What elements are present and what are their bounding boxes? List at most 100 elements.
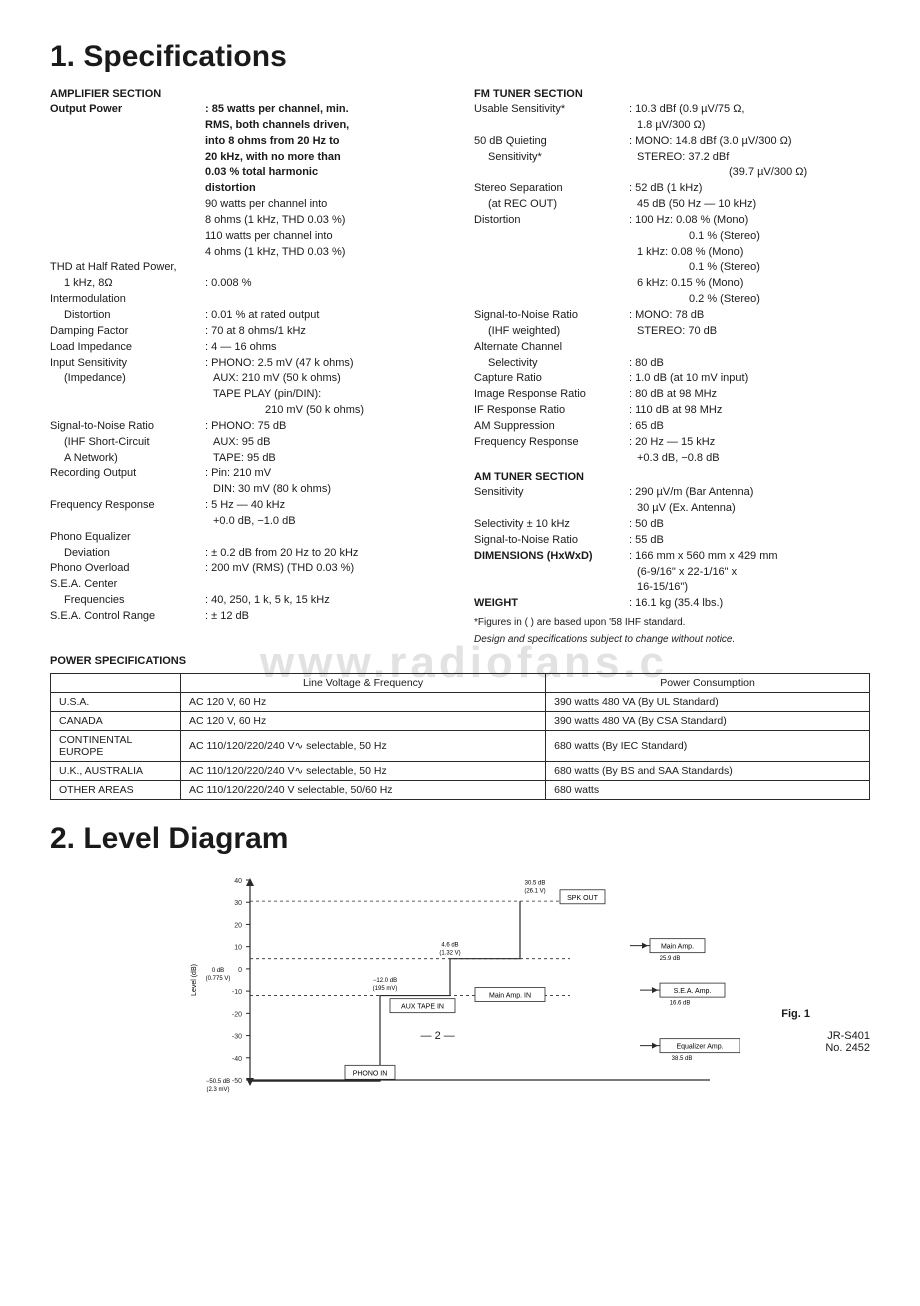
ss-v1: : 52 dB (1 kHz) — [629, 181, 870, 196]
out-pow-e1: 8 ohms (1 kHz, THD 0.03 %) — [205, 213, 446, 228]
ams-v: : 65 dB — [629, 419, 870, 434]
imd-val: : 0.01 % at rated output — [205, 308, 446, 323]
svg-text:-20: -20 — [232, 1011, 242, 1018]
ams-l: AM Suppression — [474, 419, 629, 434]
svg-text:(1.32 V): (1.32 V) — [439, 951, 460, 957]
table-cell: U.S.A. — [51, 693, 181, 712]
table-cell: 390 watts 480 VA (By CSA Standard) — [546, 712, 870, 731]
svg-text:−12.0 dB: −12.0 dB — [373, 978, 397, 984]
po-v: : 200 mV (RMS) (THD 0.03 %) — [205, 561, 446, 576]
fm-header: FM TUNER SECTION — [474, 88, 870, 100]
q50-v1: : MONO: 14.8 dBf (3.0 µV/300 Ω) — [629, 134, 870, 149]
is-ph: : PHONO: 2.5 mV (47 k ohms) — [205, 356, 446, 371]
snr-l1: Signal-to-Noise Ratio — [50, 419, 205, 434]
asel-l: Selectivity ± 10 kHz — [474, 517, 629, 532]
spec-columns: AMPLIFIER SECTION Output Power : 85 watt… — [50, 86, 870, 645]
is-l1: Input Sensitivity — [50, 356, 205, 371]
svg-text:25.9 dB: 25.9 dB — [660, 956, 681, 962]
amp-header: AMPLIFIER SECTION — [50, 88, 446, 100]
power-th-volt: Line Voltage & Frequency — [181, 674, 546, 693]
footnote2: Design and specifications subject to cha… — [474, 634, 870, 645]
us-l: Usable Sensitivity* — [474, 102, 629, 117]
snr-tp: TAPE: 95 dB — [205, 451, 446, 466]
footnote1: *Figures in ( ) are based upon '58 IHF s… — [474, 617, 870, 628]
dim-v2: (6-9/16" x 22-1/16" x — [629, 565, 870, 580]
scr-v: : ± 12 dB — [205, 609, 446, 624]
power-th-cons: Power Consumption — [546, 674, 870, 693]
cr-v: : 1.0 dB (at 10 mV input) — [629, 371, 870, 386]
fr-l: Frequency Response — [50, 498, 205, 513]
svg-text:-40: -40 — [232, 1056, 242, 1063]
imd-l1: Intermodulation — [50, 292, 205, 307]
table-cell: OTHER AREAS — [51, 781, 181, 800]
table-cell: AC 110/120/220/240 V∿ selectable, 50 Hz — [181, 731, 546, 762]
is-l2: (Impedance) — [50, 371, 205, 386]
svg-text:38.5 dB: 38.5 dB — [672, 1056, 693, 1062]
thd-val: : 0.008 % — [205, 276, 446, 291]
q50-l2: Sensitivity* — [474, 150, 629, 165]
svg-text:(2.3 mV): (2.3 mV) — [206, 1087, 229, 1093]
out-pow-l3: 20 kHz, with no more than — [205, 150, 446, 165]
ffr-v1: : 20 Hz — 15 kHz — [629, 435, 870, 450]
power-th-region — [51, 674, 181, 693]
dim-v3: 16-15/16") — [629, 580, 870, 595]
svg-text:30: 30 — [234, 900, 242, 907]
fsnr-l2: (IHF weighted) — [474, 324, 629, 339]
rec-d: DIN: 30 mV (80 k ohms) — [205, 482, 446, 497]
ifr-l: IF Response Ratio — [474, 403, 629, 418]
out-pow-l5: distortion — [205, 181, 446, 196]
ac-v: : 80 dB — [629, 356, 870, 371]
wt-l: WEIGHT — [474, 596, 629, 611]
pe-l2: Deviation — [50, 546, 205, 561]
svg-text:0: 0 — [238, 967, 242, 974]
svg-text:Level (dB): Level (dB) — [191, 964, 198, 996]
svg-text:(0.775 V): (0.775 V) — [206, 976, 231, 982]
table-row: U.K., AUSTRALIAAC 110/120/220/240 V∿ sel… — [51, 762, 870, 781]
svg-text:16.6 dB: 16.6 dB — [670, 1001, 691, 1007]
svg-text:40: 40 — [234, 878, 242, 885]
table-cell: AC 120 V, 60 Hz — [181, 712, 546, 731]
svg-text:SPK OUT: SPK OUT — [567, 895, 598, 902]
dim-v1: : 166 mm x 560 mm x 429 mm — [629, 549, 870, 564]
out-pow-e0: 90 watts per channel into — [205, 197, 446, 212]
sc-l1: S.E.A. Center — [50, 577, 205, 592]
ss-l2: (at REC OUT) — [474, 197, 629, 212]
fr-v2: +0.0 dB, −1.0 dB — [205, 514, 446, 529]
fmd-l: Distortion — [474, 213, 629, 228]
is-t1: TAPE PLAY (pin/DIN): — [205, 387, 446, 402]
snr-ax: AUX: 95 dB — [205, 435, 446, 450]
table-row: U.S.A.AC 120 V, 60 Hz390 watts 480 VA (B… — [51, 693, 870, 712]
fmd-v5: 6 kHz: 0.15 % (Mono) — [629, 276, 870, 291]
damp-v: : 70 at 8 ohms/1 kHz — [205, 324, 446, 339]
page-number: — 2 — — [50, 1030, 825, 1054]
ffr-v2: +0.3 dB, −0.8 dB — [629, 451, 870, 466]
table-row: CANADAAC 120 V, 60 Hz390 watts 480 VA (B… — [51, 712, 870, 731]
scr-l: S.E.A. Control Range — [50, 609, 205, 624]
svg-text:AUX TAPE IN: AUX TAPE IN — [401, 1004, 444, 1011]
ss-l1: Stereo Separation — [474, 181, 629, 196]
asens-v1: : 290 µV/m (Bar Antenna) — [629, 485, 870, 500]
dim-l: DIMENSIONS (HxWxD) — [474, 549, 629, 564]
load-v: : 4 — 16 ohms — [205, 340, 446, 355]
out-pow-l1: RMS, both channels driven, — [205, 118, 446, 133]
ac-l1: Alternate Channel — [474, 340, 629, 355]
ac-l2: Selectivity — [474, 356, 629, 371]
fmd-v6: 0.2 % (Stereo) — [629, 292, 870, 307]
section1-title: 1. Specifications — [50, 40, 870, 74]
rec-l: Recording Output — [50, 466, 205, 481]
sc-v: : 40, 250, 1 k, 5 k, 15 kHz — [205, 593, 446, 608]
svg-text:(195 mV): (195 mV) — [373, 986, 398, 992]
po-l: Phono Overload — [50, 561, 205, 576]
fsnr-v2: STEREO: 70 dB — [629, 324, 870, 339]
table-cell: AC 110/120/220/240 V selectable, 50/60 H… — [181, 781, 546, 800]
table-cell: 390 watts 480 VA (By UL Standard) — [546, 693, 870, 712]
fsnr-v1: : MONO: 78 dB — [629, 308, 870, 323]
rec-p: : Pin: 210 mV — [205, 466, 446, 481]
table-cell: AC 110/120/220/240 V∿ selectable, 50 Hz — [181, 762, 546, 781]
us-v1: : 10.3 dBf (0.9 µV/75 Ω, — [629, 102, 870, 117]
pe-v: : ± 0.2 dB from 20 Hz to 20 kHz — [205, 546, 446, 561]
svg-text:-50: -50 — [232, 1078, 242, 1085]
table-row: CONTINENTAL EUROPEAC 110/120/220/240 V∿ … — [51, 731, 870, 762]
table-cell: AC 120 V, 60 Hz — [181, 693, 546, 712]
svg-text:10: 10 — [234, 945, 242, 952]
